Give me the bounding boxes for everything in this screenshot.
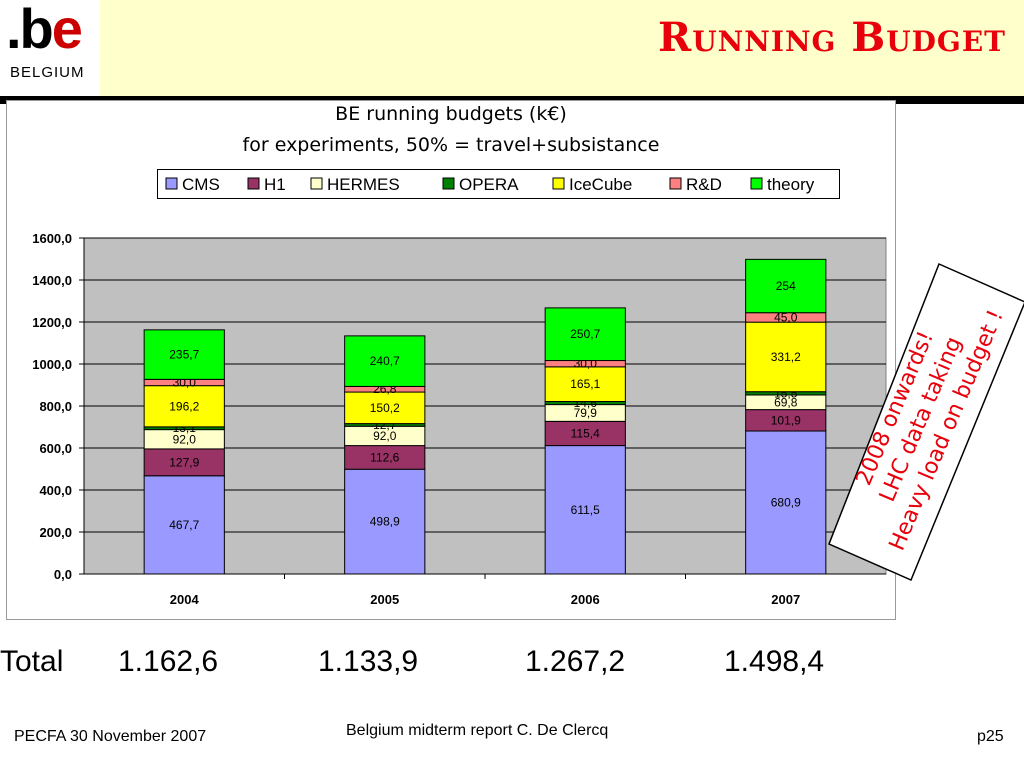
footer-page-number: p25 <box>977 728 1004 745</box>
legend-swatch <box>165 177 178 190</box>
bar-segment <box>745 430 827 575</box>
data-label: 79,9 <box>574 406 598 420</box>
y-tick-label: 1600,0 <box>32 231 72 246</box>
legend-swatch <box>442 177 455 190</box>
data-label: 69,8 <box>774 395 798 409</box>
y-tick-label: 200,0 <box>39 525 72 540</box>
bar-segment <box>544 366 626 403</box>
x-tick-label: 2006 <box>571 592 600 607</box>
bar-segment <box>344 335 426 387</box>
legend-label: CMS <box>182 175 220 194</box>
legend-swatch <box>669 177 682 190</box>
data-label: 115,4 <box>571 426 600 440</box>
callout-box: 2008 onwards! LHC data taking Heavy load… <box>828 262 1024 581</box>
data-label: 498,9 <box>370 515 400 529</box>
logo-wordmark: .be <box>6 0 83 61</box>
data-label: 196,2 <box>169 399 199 413</box>
data-label: 112,6 <box>370 450 399 464</box>
bar-segment <box>344 468 426 575</box>
data-label: 254 <box>776 279 796 293</box>
x-tick-label: 2005 <box>370 592 399 607</box>
data-label: 467,7 <box>169 518 199 532</box>
legend-swatch <box>310 177 323 190</box>
bar-segment <box>745 258 827 314</box>
callout-border <box>828 262 1024 581</box>
logo-area: .be BELGIUM <box>0 0 100 96</box>
bar-segment <box>745 321 827 393</box>
slide-title: Running Budget <box>658 14 1006 61</box>
legend-label: theory <box>767 175 815 194</box>
logo-accent: e <box>51 0 83 60</box>
data-label: 92,0 <box>373 429 397 443</box>
data-label: 250,7 <box>570 327 600 341</box>
total-2005: 1.133,9 <box>318 645 419 678</box>
footer-center: Belgium midterm report C. De Clercq <box>346 722 609 739</box>
data-label: 92,0 <box>173 432 197 446</box>
data-label: 680,9 <box>771 496 801 510</box>
total-2006: 1.267,2 <box>525 645 626 678</box>
bar-segment <box>344 391 426 425</box>
legend-label: IceCube <box>569 175 632 194</box>
y-tick-label: 0,0 <box>54 567 72 582</box>
footer-left: PECFA 30 November 2007 <box>14 728 207 745</box>
legend-swatch <box>750 177 763 190</box>
data-label: 240,7 <box>370 354 400 368</box>
chart-title-line1: BE running budgets (k€) <box>335 103 567 125</box>
data-label: 611,5 <box>571 503 600 517</box>
legend-label: OPERA <box>459 175 519 194</box>
bar-segment <box>143 448 225 477</box>
logo-subtitle: BELGIUM <box>10 64 85 81</box>
y-tick-label: 400,0 <box>39 483 72 498</box>
bar-segment <box>143 329 225 380</box>
bar-segment <box>143 385 225 428</box>
data-label: 165,1 <box>570 377 600 391</box>
legend-label: HERMES <box>327 175 400 194</box>
data-label: 150,2 <box>370 401 400 415</box>
data-label: 235,7 <box>169 348 199 362</box>
x-tick-label: 2004 <box>170 592 200 607</box>
data-label: 127,9 <box>169 455 199 469</box>
y-tick-label: 1000,0 <box>32 357 72 372</box>
totals-label: Total <box>0 645 64 678</box>
total-2004: 1.162,6 <box>118 645 219 678</box>
bar-segment <box>544 445 626 575</box>
legend-label: R&D <box>686 175 722 194</box>
y-tick-label: 800,0 <box>39 399 72 414</box>
data-label: 101,9 <box>771 413 801 427</box>
y-tick-label: 1400,0 <box>32 273 72 288</box>
data-label: 331,2 <box>771 350 801 364</box>
x-tick-label: 2007 <box>771 592 800 607</box>
chart-legend <box>157 169 840 199</box>
chart-title-line2: for experiments, 50% = travel+subsistanc… <box>242 134 660 156</box>
y-tick-label: 600,0 <box>39 441 72 456</box>
header-band <box>0 0 1024 96</box>
logo-prefix: .b <box>6 0 54 60</box>
data-label: 45,0 <box>774 310 798 324</box>
total-2007: 1.498,4 <box>724 645 825 678</box>
legend-swatch <box>247 177 260 190</box>
y-tick-label: 1200,0 <box>32 315 72 330</box>
bar-segment <box>544 307 626 362</box>
bar-segment <box>544 420 626 447</box>
legend-swatch <box>552 177 565 190</box>
legend-label: H1 <box>264 175 286 194</box>
